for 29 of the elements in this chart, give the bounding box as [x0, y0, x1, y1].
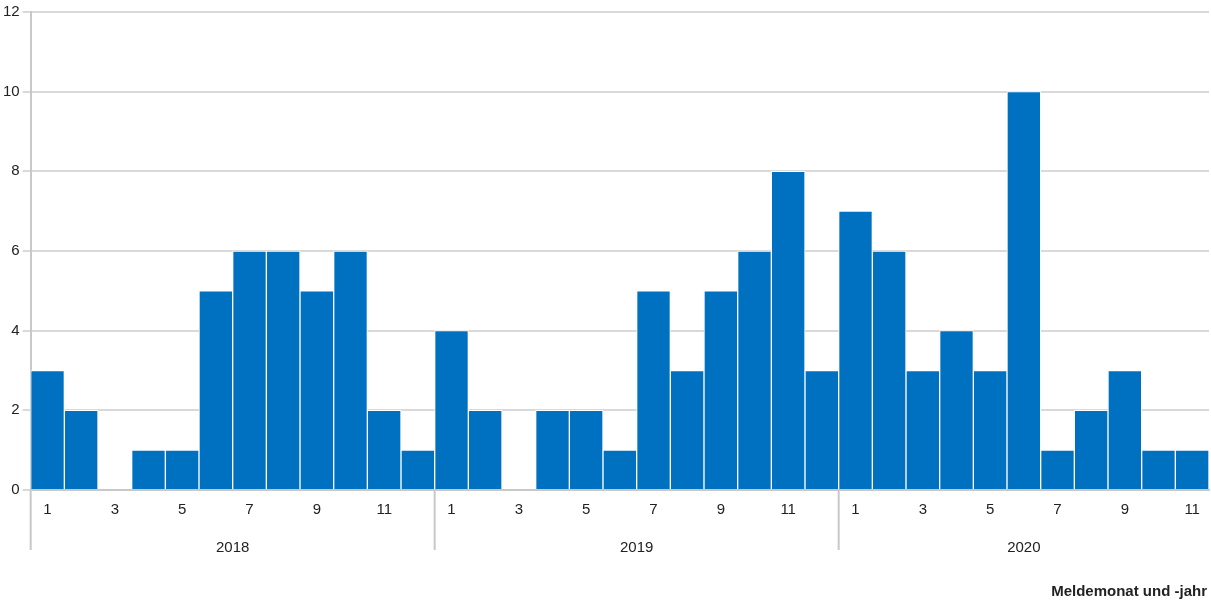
x-tick-label: 7	[1053, 500, 1062, 518]
x-tick-label: 7	[649, 500, 658, 518]
x-tick-label: 9	[1120, 500, 1130, 518]
y-tick-label: 4	[11, 320, 20, 338]
y-tick-label: 12	[3, 2, 20, 20]
x-tick-label: 11	[780, 500, 796, 518]
x-tick-label: 5	[582, 500, 591, 518]
x-tick-label: 7	[245, 500, 254, 518]
x-tick-label: 5	[986, 500, 995, 518]
y-tick-label: 0	[11, 480, 20, 498]
y-tick-label: 10	[3, 81, 20, 99]
x-tick-label: 3	[514, 500, 524, 518]
x-tick-label: 3	[110, 500, 120, 518]
y-tick-label: 2	[11, 400, 20, 418]
text: 2020	[1007, 538, 1041, 556]
y-tick-label: 6	[11, 241, 20, 259]
x-tick-label: 1	[851, 500, 860, 518]
x-tick-label: 11	[1184, 500, 1200, 518]
text: 2018	[215, 538, 250, 556]
x-tick-label: 1	[447, 500, 456, 518]
x-tick-label: 11	[376, 500, 392, 518]
y-tick-label: 8	[11, 161, 20, 179]
x-tick-label: 5	[178, 500, 187, 518]
x-axis-title: Meldemonat und -jahr	[1051, 582, 1208, 600]
x-tick-label: 1	[43, 500, 52, 518]
text: 2019	[619, 538, 654, 556]
x-tick-label: 3	[918, 500, 928, 518]
x-tick-label: 9	[312, 500, 322, 518]
x-tick-label: 9	[716, 500, 726, 518]
